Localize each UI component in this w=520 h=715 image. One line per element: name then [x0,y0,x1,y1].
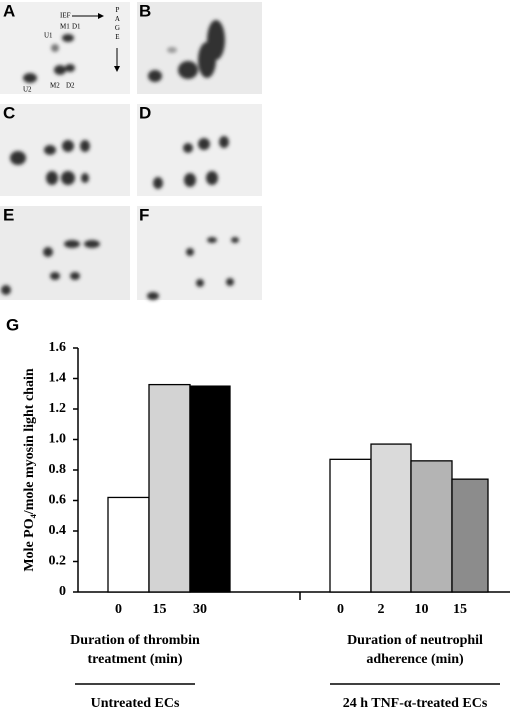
x-tick-label: 15 [453,602,467,617]
x-tick-label: 10 [415,602,429,617]
group-label: Duration of neutrophil [347,633,483,648]
page-label: PAGE [113,6,121,42]
bar [451,478,489,593]
bar [370,443,412,593]
y-tick-label: 1.4 [49,371,67,386]
bar [189,385,231,593]
spot-label: D1 [72,23,81,31]
group-label: Duration of thrombin [70,633,200,648]
panel-label: C [3,103,15,122]
group-sublabel: 24 h TNF-α-treated ECs [343,696,488,711]
panel-label: D [139,103,151,122]
gel-a [0,2,130,94]
x-tick-label: 2 [378,602,385,617]
x-tick-label: 0 [115,602,122,617]
arrowhead [114,66,120,72]
arrowhead [98,13,104,19]
panel-label: G [6,315,19,334]
spot-label: M2 [50,82,60,90]
group-label: adherence (min) [366,652,464,667]
y-tick-label: 1.6 [49,340,67,355]
spot-label: M1 [60,23,70,31]
x-tick-label: 30 [193,602,207,617]
y-tick-label: 0.8 [49,462,67,477]
spot-label: U1 [44,32,53,40]
x-tick-label: 0 [337,602,344,617]
group-label: treatment (min) [88,652,183,667]
ief-label: IEF [60,12,71,20]
y-axis-label: Mole PO₄/mole myosin light chain [22,368,37,572]
panel-label: E [3,205,14,224]
panel-label: F [139,205,149,224]
bar [107,496,150,593]
bar [148,383,191,593]
y-tick-label: 1.0 [49,432,67,447]
y-tick-label: 0.2 [49,554,67,569]
y-tick-label: 0.6 [49,493,67,508]
x-tick-label: 15 [153,602,167,617]
y-tick-label: 1.2 [49,401,67,416]
spot-label: D2 [66,82,75,90]
group-sublabel: Untreated ECs [91,696,180,711]
y-tick-label: 0.4 [49,523,67,538]
spots [1,20,239,300]
panel-label: B [139,1,151,20]
bar [329,458,372,593]
gel-e [0,206,130,300]
y-tick-label: 0 [59,584,66,599]
gels: IEF PAGE U1 M1 D1 U2 M2 D2 A B C D E F G [0,1,262,334]
spot-label: U2 [23,86,32,94]
bar [410,460,453,593]
panel-label: A [3,1,15,20]
